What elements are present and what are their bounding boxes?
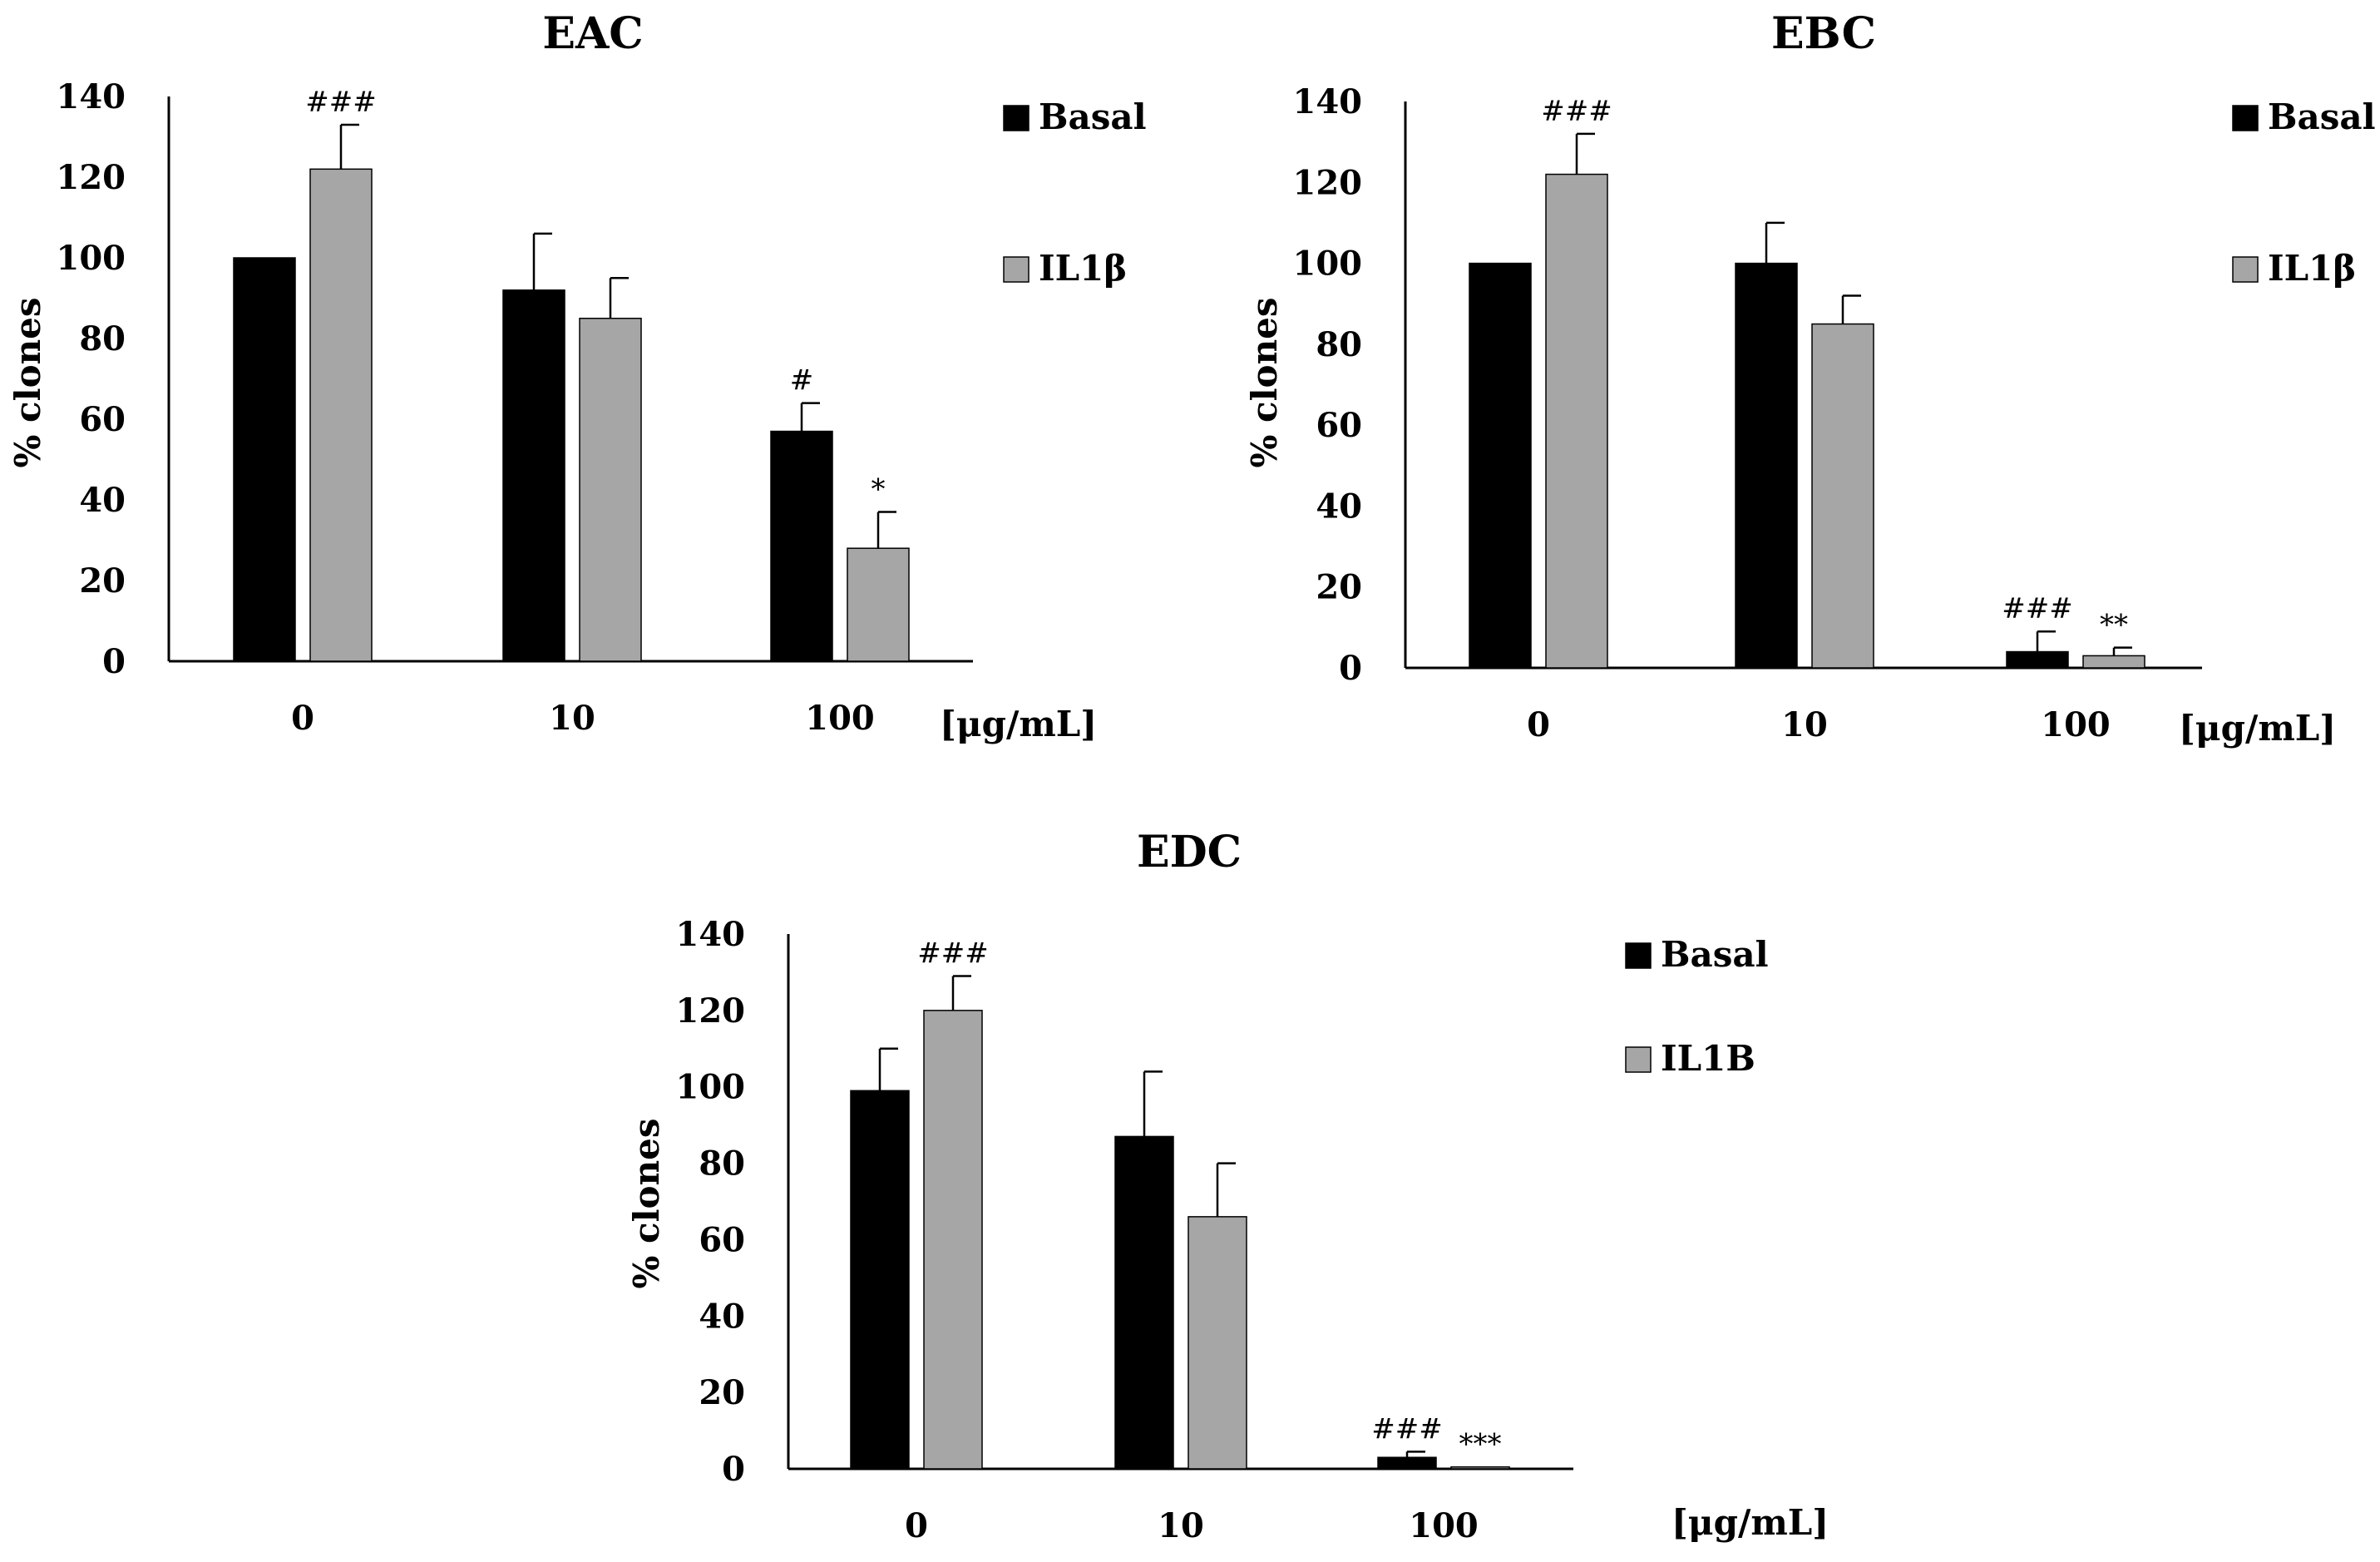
legend-swatch-basal: [2232, 105, 2259, 131]
bar-il1β: [1545, 173, 1608, 669]
significance-label: **: [2100, 609, 2128, 642]
y-tick-label: 140: [57, 77, 126, 116]
bar-il1β: [2082, 655, 2145, 669]
bar-il1β: [309, 168, 373, 662]
significance-label: ###: [917, 937, 988, 971]
bar-basal: [233, 257, 296, 662]
bar-il1β: [1811, 323, 1874, 669]
x-tick-label: 0: [291, 699, 314, 738]
legend-swatch-basal: [1625, 942, 1652, 969]
y-tick-label: 100: [57, 239, 126, 278]
x-tick-label: 10: [1781, 705, 1828, 744]
legend-label: IL1B: [1661, 1038, 1755, 1079]
bar-il1b: [1450, 1466, 1510, 1470]
y-tick-label: 80: [1316, 325, 1362, 364]
y-tick-label: 0: [722, 1450, 745, 1489]
legend-swatch-il1β: [2232, 256, 2259, 283]
x-tick-label: 100: [1409, 1506, 1479, 1545]
legend-label: Basal: [1039, 96, 1147, 137]
bar-basal: [1469, 262, 1532, 669]
bar-il1b: [923, 1010, 983, 1470]
y-tick-label: 40: [1316, 487, 1362, 526]
legend-label: IL1β: [1039, 248, 1127, 289]
chart-title: EBC: [1771, 8, 1876, 59]
significance-label: ###: [2002, 592, 2072, 625]
bar-basal: [1735, 262, 1798, 669]
y-axis-label: % clones: [7, 298, 48, 468]
x-tick-label: 100: [2041, 705, 2111, 744]
x-unit-label: [μg/mL]: [2179, 708, 2336, 749]
y-tick-label: 120: [676, 991, 746, 1031]
x-tick-label: 10: [1158, 1506, 1204, 1545]
y-tick-label: 100: [676, 1068, 746, 1107]
chart-title: EAC: [542, 8, 643, 59]
chart-ebc: EBC % clones 0 20 40 60 80 100 120 140 ### 0 10 ### **…: [1244, 8, 2376, 749]
bar-basal: [770, 430, 833, 662]
significance-label: ###: [305, 86, 376, 119]
y-tick-label: 120: [1293, 163, 1363, 202]
bar-basal: [1114, 1135, 1174, 1470]
y-tick-label: 20: [79, 561, 126, 601]
y-tick-label: 80: [699, 1144, 745, 1184]
y-tick-label: 140: [676, 915, 746, 954]
bar-basal: [502, 289, 565, 662]
y-tick-label: 80: [79, 319, 126, 358]
y-tick-label: 20: [699, 1373, 745, 1412]
y-tick-label: 40: [699, 1297, 745, 1336]
legend-swatch-il1β: [1003, 256, 1030, 283]
significance-label: *: [872, 473, 886, 507]
y-tick-label: 60: [699, 1220, 745, 1259]
chart-eac: EAC % clones 0 20 40 60 80 100 120 140 ### 0 10 # * 100…: [7, 8, 1147, 744]
legend-label: Basal: [1661, 934, 1769, 975]
legend-swatch-il1b: [1625, 1046, 1652, 1073]
bar-basal: [2006, 650, 2069, 669]
x-tick-label: 10: [549, 699, 595, 738]
chart-title: EDC: [1137, 827, 1242, 877]
y-tick-label: 100: [1293, 245, 1363, 284]
significance-label: ###: [1541, 95, 1612, 128]
x-unit-label: [μg/mL]: [940, 704, 1097, 744]
y-tick-label: 20: [1316, 568, 1362, 607]
significance-label: ###: [1371, 1412, 1442, 1446]
y-tick-label: 0: [102, 642, 126, 681]
bar-il1b: [1188, 1216, 1247, 1470]
significance-label: #: [790, 364, 814, 398]
y-tick-label: 60: [1316, 406, 1362, 445]
x-tick-label: 100: [805, 699, 875, 738]
significance-label: ***: [1459, 1428, 1502, 1461]
legend-label: Basal: [2268, 96, 2376, 137]
x-unit-label: [μg/mL]: [1671, 1502, 1829, 1543]
y-tick-label: 60: [79, 400, 126, 439]
legend-swatch-basal: [1003, 105, 1030, 131]
y-tick-label: 120: [57, 158, 126, 197]
y-axis-label: % clones: [626, 1119, 667, 1289]
y-tick-label: 140: [1293, 82, 1363, 121]
bar-il1β: [847, 547, 910, 662]
chart-edc: EDC % clones 0 20 40 60 80 100 120 140 ### 0 10 ### **…: [626, 827, 1829, 1545]
bar-il1β: [579, 318, 642, 662]
legend-label: IL1β: [2268, 248, 2356, 289]
bar-basal: [850, 1090, 910, 1470]
x-tick-label: 0: [905, 1506, 928, 1545]
bar-basal: [1377, 1456, 1437, 1470]
x-tick-label: 0: [1527, 705, 1550, 744]
y-axis-label: % clones: [1244, 298, 1285, 468]
y-tick-label: 0: [1339, 649, 1362, 688]
y-tick-label: 40: [79, 481, 126, 520]
